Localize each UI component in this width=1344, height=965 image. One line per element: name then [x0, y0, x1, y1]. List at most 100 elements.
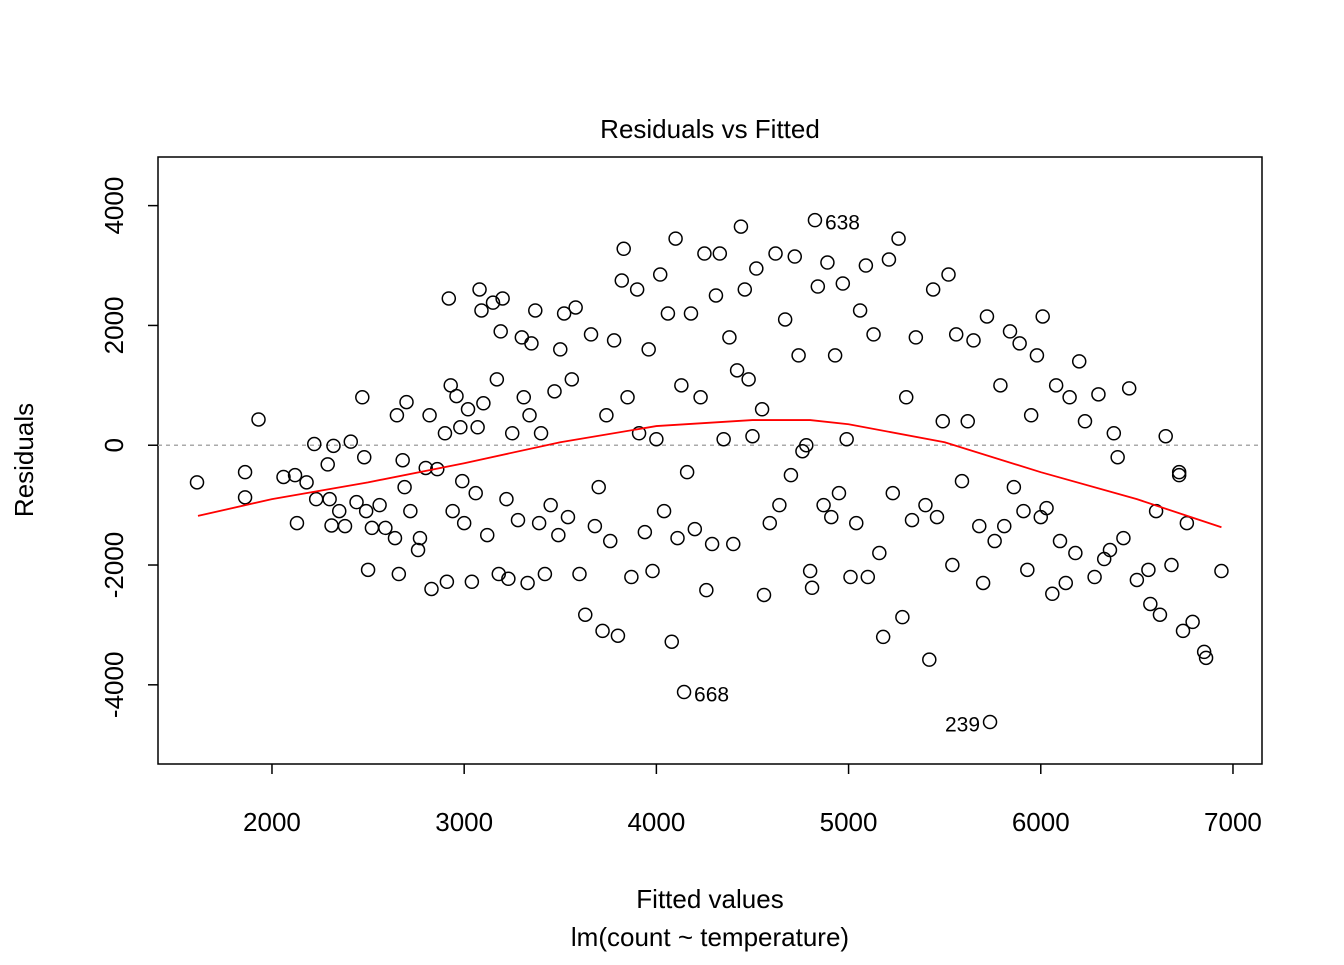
point	[397, 479, 412, 495]
point	[737, 282, 753, 297]
point	[391, 566, 407, 582]
point	[1039, 500, 1054, 516]
point	[1179, 515, 1195, 531]
point	[679, 464, 695, 480]
point	[693, 390, 708, 405]
point	[1029, 348, 1045, 363]
point	[712, 246, 728, 261]
point	[687, 521, 703, 537]
point	[524, 336, 539, 351]
point	[1048, 378, 1064, 393]
point	[922, 652, 937, 667]
point	[337, 518, 353, 534]
point	[768, 246, 783, 261]
point	[299, 475, 314, 490]
point	[324, 518, 339, 533]
x-tick-label: 4000	[627, 807, 685, 837]
point	[504, 425, 520, 441]
point	[849, 515, 864, 531]
point	[531, 515, 547, 531]
y-tick-label: 0	[99, 438, 129, 452]
point	[1171, 467, 1187, 483]
smooth-line	[197, 419, 1222, 529]
point	[320, 457, 335, 472]
point	[276, 469, 291, 485]
point	[799, 437, 814, 453]
point	[772, 497, 787, 513]
point	[501, 571, 516, 587]
point	[493, 324, 508, 339]
point	[399, 394, 414, 410]
point	[479, 527, 495, 543]
point	[522, 408, 537, 423]
point	[1062, 390, 1077, 405]
point	[355, 390, 370, 405]
point	[982, 714, 998, 730]
point	[975, 575, 991, 591]
point	[533, 425, 549, 441]
point	[929, 509, 945, 525]
point	[572, 566, 587, 582]
point	[966, 333, 981, 348]
point	[708, 288, 724, 303]
point	[631, 425, 647, 441]
point	[331, 503, 347, 519]
point	[491, 566, 507, 582]
point	[360, 562, 376, 578]
point	[583, 327, 599, 342]
point	[756, 587, 772, 603]
point	[918, 497, 933, 513]
point	[1121, 381, 1137, 396]
point	[885, 485, 901, 501]
point	[1068, 545, 1083, 561]
point	[289, 515, 305, 531]
point	[629, 282, 645, 297]
point	[1152, 607, 1168, 622]
point	[1012, 336, 1027, 351]
point	[697, 246, 712, 261]
point	[866, 327, 881, 342]
point	[418, 460, 433, 476]
point	[412, 530, 428, 546]
point	[683, 306, 699, 321]
point	[516, 390, 532, 405]
point	[875, 629, 891, 645]
point	[827, 348, 843, 363]
point	[326, 438, 341, 454]
point	[824, 509, 839, 525]
chart-title: Residuals vs Fitted	[600, 114, 820, 144]
point	[237, 490, 253, 505]
point	[749, 261, 764, 276]
point	[547, 384, 562, 399]
point	[810, 279, 826, 294]
point	[820, 255, 835, 270]
point	[1023, 408, 1039, 423]
point	[1058, 575, 1074, 591]
point	[1016, 503, 1031, 519]
point	[1143, 596, 1158, 612]
point	[733, 219, 749, 234]
point	[641, 342, 656, 357]
plot-frame	[157, 156, 1263, 765]
point	[307, 436, 322, 452]
point	[1164, 557, 1179, 573]
point	[729, 363, 745, 378]
point	[387, 530, 403, 546]
point	[349, 494, 364, 510]
point	[987, 533, 1002, 549]
point	[358, 503, 374, 519]
point	[1087, 569, 1102, 585]
point	[649, 431, 664, 447]
point	[668, 231, 683, 246]
point	[1175, 623, 1191, 639]
point	[424, 581, 439, 597]
point	[1035, 309, 1050, 324]
point	[476, 396, 491, 411]
x-tick-label: 5000	[820, 807, 878, 837]
point	[704, 536, 720, 552]
point	[1214, 563, 1229, 579]
point	[741, 372, 756, 387]
point	[777, 312, 793, 327]
point	[1045, 586, 1060, 602]
point	[1002, 324, 1018, 339]
